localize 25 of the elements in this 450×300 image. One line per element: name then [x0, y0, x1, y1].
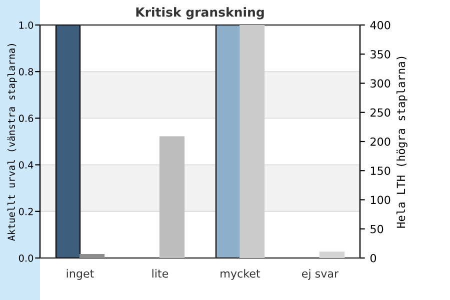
bar [319, 252, 345, 258]
y-tick-label: 0.0 [18, 254, 34, 262]
x-tick-label: mycket [220, 269, 260, 280]
y2-tick-label: 100 [370, 196, 390, 204]
y-tick-label: 0.4 [18, 161, 34, 169]
y-tick-label: 1.0 [19, 21, 34, 29]
y2-axis-title: Hela LTH (högra staplarna) [396, 56, 408, 228]
x-tick-label: ej svar [302, 269, 339, 280]
y-tick-label: 0.6 [18, 114, 34, 122]
y2-tick-label: 350 [370, 50, 390, 59]
bar [159, 136, 185, 258]
y2-tick-label: 400 [370, 20, 390, 30]
y2-tick-label: 0 [370, 254, 376, 262]
y-tick-label: 0.2 [18, 208, 33, 216]
y-tick-label: 0.8 [18, 68, 34, 76]
y2-tick-label: 200 [370, 137, 390, 146]
y2-tick-label: 150 [370, 166, 390, 176]
bar [79, 254, 105, 258]
y2-tick-label: 250 [370, 108, 390, 117]
y-axis-title: Aktuellt urval (vänstra staplarna) [7, 44, 17, 241]
x-tick-label: lite [152, 269, 168, 278]
chart-title: Kritisk granskning [136, 7, 264, 20]
y2-tick-label: 50 [370, 224, 384, 234]
x-tick-label: inget [66, 269, 94, 280]
y2-tick-label: 300 [370, 79, 390, 88]
